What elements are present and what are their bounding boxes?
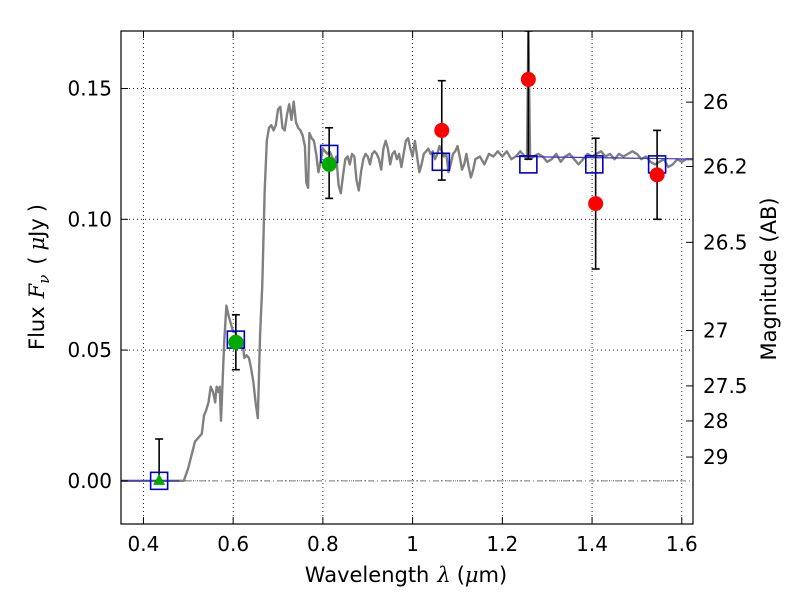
grid	[121, 31, 693, 524]
x-axis-title-unit-open: (	[457, 563, 465, 587]
green-detection-point	[228, 334, 244, 350]
x-tick-label: 1.4	[576, 532, 608, 556]
y2-tick-label: 27	[703, 318, 728, 342]
model-photometry-square	[149, 471, 169, 491]
x-axis-title: Wavelength λ (μm)	[305, 563, 507, 587]
x-axis-title-text: Wavelength	[305, 563, 430, 587]
model-blue-segment	[515, 155, 693, 160]
y-axis-title-symbol-sub: ν	[35, 275, 53, 284]
model-photometry-square	[519, 155, 538, 174]
x-axis-title-unit-rest: m)	[479, 563, 508, 587]
x-tick-label: 1.6	[666, 532, 698, 556]
y-axis-title-text: Flux	[25, 306, 49, 350]
red-detection-point	[649, 167, 665, 183]
y2-tick-label: 27.5	[703, 374, 748, 398]
red-detection-point	[588, 196, 604, 212]
y-axis-title-symbol: F	[25, 282, 49, 299]
x-tick-label: 0.8	[307, 532, 339, 556]
y-tick-label: 0.05	[67, 338, 112, 362]
y-axis-title: Flux Fν ( μJy)	[25, 204, 53, 350]
y2-tick-label: 29	[703, 445, 728, 469]
y2-tick-label: 26	[703, 90, 728, 114]
green-upper-limit-triangle	[153, 473, 166, 485]
y-tick-label: 0.10	[67, 207, 112, 231]
model-photometry-square	[585, 155, 604, 174]
plot-data	[121, 31, 693, 491]
plot-frame	[120, 30, 694, 525]
y-tick-label: 0.00	[67, 469, 112, 493]
x-tick-label: 0.6	[217, 532, 249, 556]
y-tick-label: 0.15	[67, 77, 112, 101]
x-axis-title-symbol: λ	[436, 563, 450, 587]
y-axis-title-unit-rest: Jy	[25, 218, 49, 239]
red-detection-point	[520, 71, 536, 87]
y2-tick-label: 26.5	[703, 230, 748, 254]
y-axis-title-unit-close: )	[25, 204, 49, 212]
y2-axis-title: Magnitude (AB)	[757, 197, 781, 360]
axis-ticks: 0.4 0.6 0.8 1 1.2 1.4 1.6 0.00 0.05 0.10 0.15 26 26.…	[67, 31, 748, 556]
y2-tick-label: 28	[703, 409, 728, 433]
x-axis-title-unit-symbol: μ	[465, 563, 479, 587]
y-axis-title-unit-open: (	[25, 256, 49, 264]
red-detection-point	[434, 122, 450, 138]
model-spectrum-line	[121, 31, 693, 482]
x-tick-label: 0.4	[128, 532, 160, 556]
green-detection-point	[321, 156, 337, 172]
x-tick-label: 1.2	[486, 532, 518, 556]
y2-tick-label: 26.2	[703, 154, 748, 178]
model-photometry-square	[431, 152, 451, 172]
x-tick-label: 1	[406, 532, 419, 556]
y-axis-title-unit-symbol: μ	[25, 237, 49, 251]
